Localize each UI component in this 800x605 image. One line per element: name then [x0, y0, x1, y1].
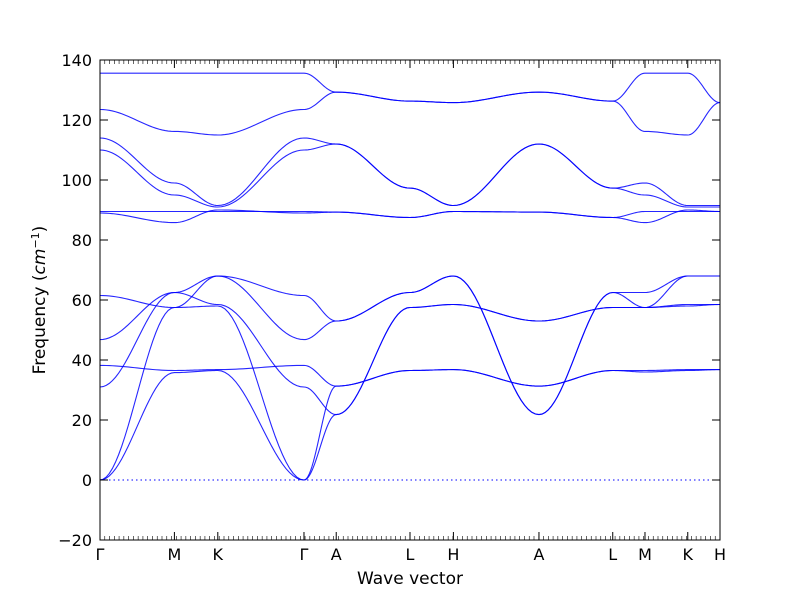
x-tick-label: Γ — [96, 545, 105, 564]
phonon-band-5 — [100, 210, 720, 219]
y-axis-label-close: ) — [30, 226, 50, 233]
y-tick-label: 80 — [72, 231, 92, 250]
y-tick-label: 100 — [61, 171, 92, 190]
phonon-band-2 — [99, 91, 721, 136]
phonon-band-12 — [99, 303, 721, 481]
y-tick-label: 120 — [61, 111, 92, 130]
y-tick-label: 20 — [72, 411, 92, 430]
phonon-band-3 — [99, 137, 720, 207]
x-tick-label: M — [167, 545, 181, 564]
phonon-band-6 — [99, 209, 721, 224]
phonon-band-8 — [99, 275, 720, 416]
x-tick-label: L — [406, 545, 415, 564]
y-axis-label-text: Frequency ( — [30, 274, 50, 374]
plot-frame — [99, 59, 721, 541]
y-tick-label: 40 — [72, 351, 92, 370]
y-axis-label-unit: cm — [30, 249, 50, 275]
axis-ticks — [99, 59, 721, 541]
x-tick-label: H — [714, 545, 726, 564]
phonon-band-4 — [99, 143, 720, 208]
x-tick-label: Γ — [300, 545, 309, 564]
phonon-band-11 — [99, 369, 720, 481]
x-axis-label: Wave vector — [357, 569, 463, 589]
x-tick-label: H — [447, 545, 459, 564]
phonon-band-1 — [100, 72, 721, 104]
x-tick-label: L — [608, 545, 617, 564]
x-tick-label: M — [638, 545, 652, 564]
y-tick-label: 140 — [61, 51, 92, 70]
y-tick-labels: −20 0 20 40 60 80 100 120 140 — [58, 51, 92, 550]
x-tick-label: A — [331, 545, 342, 564]
y-tick-label: 60 — [72, 291, 92, 310]
y-axis-label: Frequency (cm−1) — [29, 226, 51, 375]
y-axis-label-exponent: −1 — [29, 232, 42, 248]
plot-area — [99, 72, 721, 481]
x-tick-label: K — [213, 545, 224, 564]
x-tick-label: K — [683, 545, 694, 564]
phonon-band-10 — [99, 364, 720, 387]
phonon-band-9 — [99, 291, 720, 416]
y-tick-label: 0 — [82, 471, 92, 490]
x-tick-label: A — [533, 545, 544, 564]
y-tick-label: −20 — [58, 531, 92, 550]
